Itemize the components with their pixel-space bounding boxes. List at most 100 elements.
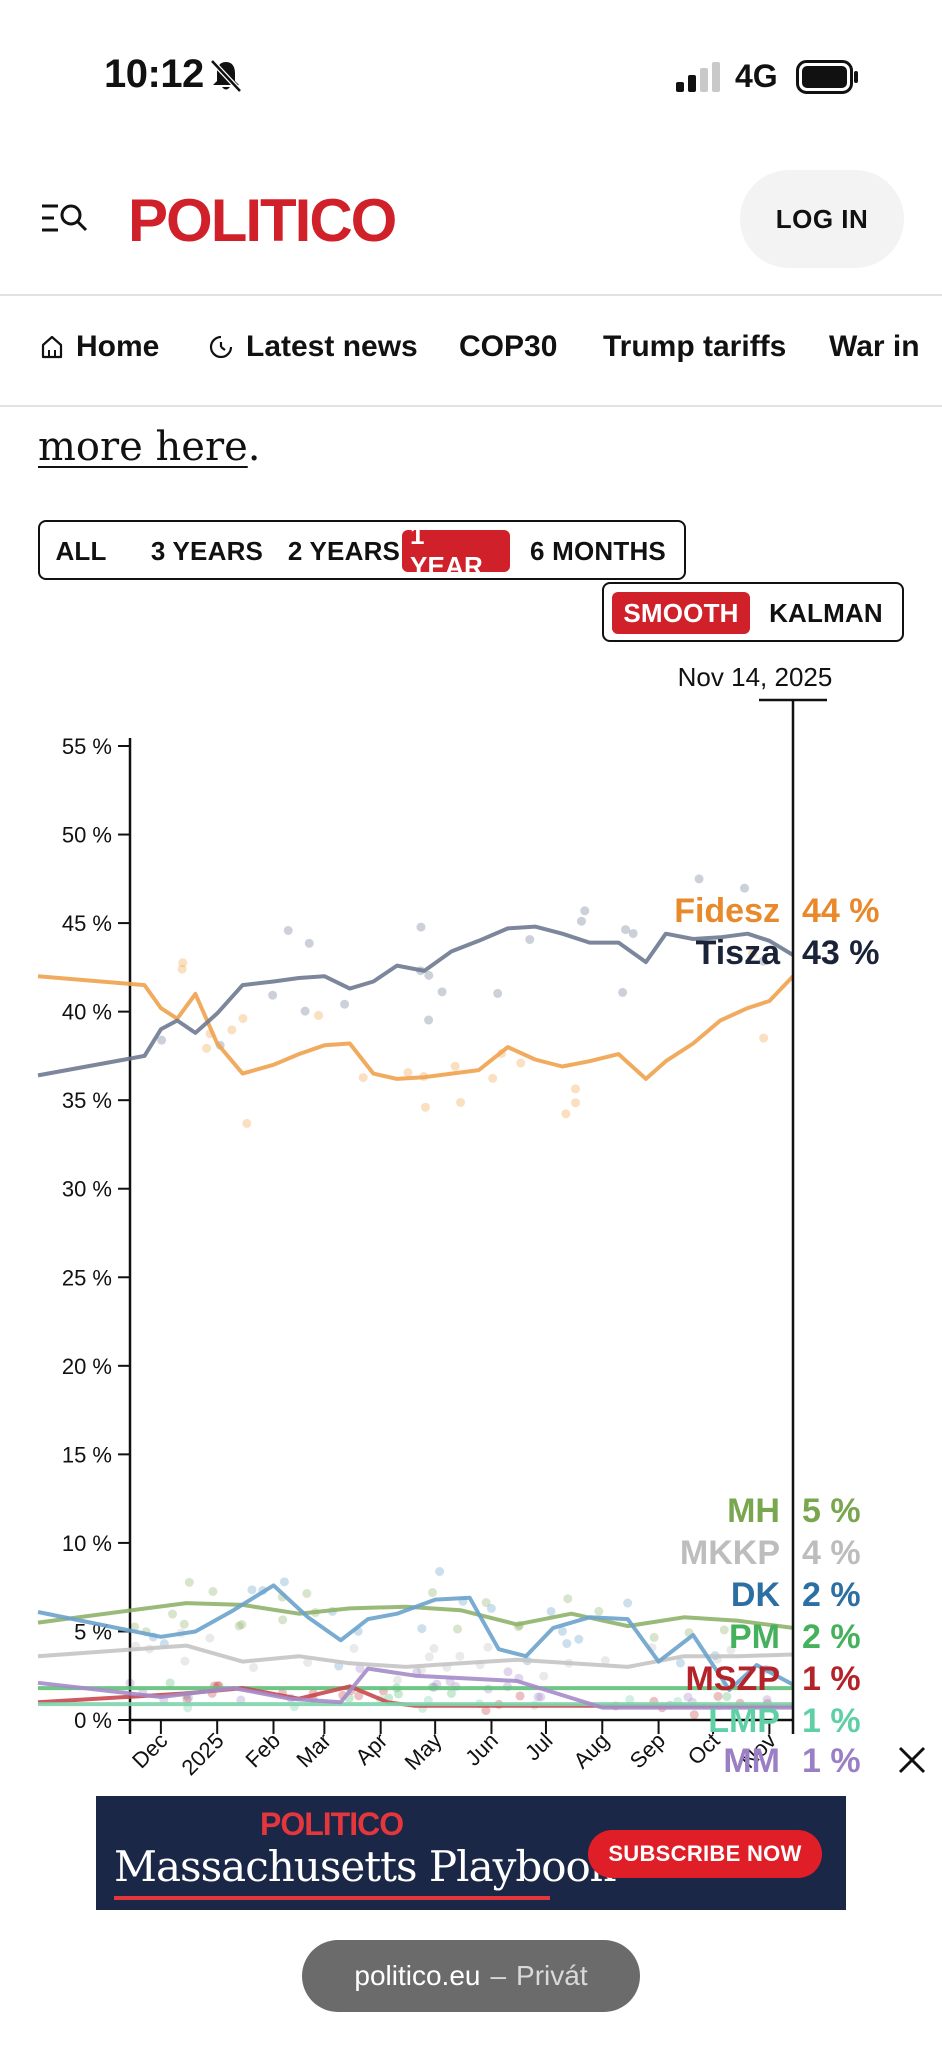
mode-kalman-button[interactable]: KALMAN	[769, 597, 883, 628]
poll-dot-dk	[562, 1639, 572, 1649]
y-tick-label: 10 %	[62, 1531, 112, 1556]
poll-dot-tisza	[304, 938, 314, 948]
poll-dot-fidesz	[571, 1098, 581, 1108]
poll-dot-dk	[557, 1626, 567, 1636]
range-6-months-button[interactable]: 6 MONTHS	[530, 535, 666, 566]
x-tick-label: 2025	[176, 1728, 228, 1780]
poll-dot-fidesz	[561, 1109, 571, 1119]
poll-dot-dk	[546, 1606, 556, 1616]
series-line-tisza	[37, 924, 795, 1078]
nav-item-latest-news[interactable]: Latest news	[208, 330, 418, 364]
series-name-label: MKKP	[680, 1534, 780, 1572]
series-value-label: 1 %	[802, 1702, 861, 1740]
ad-banner[interactable]: POLITICO Massachusetts Playbook SUBSCRIB…	[96, 1796, 846, 1910]
status-time: 10:12	[104, 52, 204, 96]
poll-dot-mszp	[713, 1691, 723, 1701]
nav-item-home[interactable]: Home	[40, 330, 159, 364]
x-tick-label: Aug	[568, 1728, 613, 1773]
poll-dot-dk	[486, 1603, 496, 1613]
poll-dot-dk	[417, 1624, 427, 1634]
poll-dot-tisza	[157, 1035, 167, 1045]
series-value-label: 1 %	[802, 1742, 861, 1780]
poll-dot-fidesz	[516, 1058, 526, 1068]
poll-dot-mkkp	[455, 1651, 465, 1661]
poll-chart: 0 % 5 % 10 % 15 % 20 % 25 % 30 % 35 % 40 % 45 % 50…	[0, 650, 942, 1800]
series-value-label: 5 %	[802, 1492, 861, 1530]
series-value-label: 2 %	[802, 1618, 861, 1656]
poll-dot-mkkp	[726, 1645, 736, 1655]
close-ad-icon[interactable]	[894, 1742, 930, 1778]
more-here-link[interactable]: more here	[38, 424, 248, 470]
poll-dot-fidesz	[748, 948, 758, 958]
poll-dot-fidesz	[227, 1025, 237, 1035]
url-domain: politico.eu	[354, 1960, 481, 1991]
mode-smooth-button[interactable]: SMOOTH	[612, 592, 750, 634]
range-1-year-button[interactable]: 1 YEAR	[402, 520, 510, 581]
poll-dot-mm	[355, 1663, 365, 1673]
time-range-selector: ALL 3 YEARS 2 YEARS 1 YEAR 6 MONTHS	[38, 520, 686, 581]
series-line-mm	[37, 1666, 793, 1710]
nav-item-trump-tariffs[interactable]: Trump tariffs	[603, 330, 786, 364]
poll-dot-mkkp	[424, 1652, 434, 1662]
nav-item-cop30[interactable]: COP30	[459, 330, 557, 364]
x-tick-label: Jul	[520, 1728, 558, 1766]
poll-dot-dk	[435, 1567, 445, 1577]
subscribe-now-button[interactable]: SUBSCRIBE NOW	[588, 1830, 822, 1878]
series-line-mkkp	[37, 1643, 794, 1669]
nav-label: Latest news	[246, 330, 418, 363]
poll-dot-tisza	[493, 988, 503, 998]
poll-dot-mh	[237, 1620, 247, 1630]
poll-dot-tisza	[621, 925, 631, 935]
y-tick-label: 25 %	[62, 1265, 112, 1290]
poll-dot-tisza	[268, 990, 278, 1000]
x-tick-label: Apr	[350, 1728, 392, 1770]
poll-dot-mszp	[354, 1691, 364, 1701]
series-value-label: 43 %	[802, 934, 880, 972]
battery-icon	[796, 60, 858, 94]
section-nav: Home Latest news COP30 Trump tariffs War…	[0, 330, 942, 376]
series-value-label: 2 %	[802, 1576, 861, 1614]
poll-dot-mh	[453, 1624, 463, 1634]
poll-dot-mm	[762, 1695, 772, 1705]
poll-dot-mkkp	[180, 1656, 190, 1666]
menu-search-icon[interactable]	[40, 198, 90, 238]
poll-dot-mh	[208, 1586, 218, 1596]
poll-dot-pm	[165, 1678, 175, 1688]
poll-dot-mszp	[481, 1706, 491, 1716]
x-tick-label: Feb	[241, 1728, 285, 1772]
smoothing-mode-selector: SMOOTH KALMAN	[602, 582, 904, 642]
ad-title: Massachusetts Playbook	[114, 1842, 615, 1891]
range-2-years-button[interactable]: 2 YEARS	[287, 535, 401, 566]
poll-dot-dk	[574, 1634, 584, 1644]
poll-dot-tisza	[740, 883, 750, 893]
poll-dot-mm	[536, 1692, 546, 1702]
poll-dot-pm	[446, 1688, 456, 1698]
poll-dot-dk	[675, 1658, 685, 1668]
poll-dot-mszp	[515, 1691, 525, 1701]
poll-dot-mkkp	[249, 1662, 259, 1672]
poll-dot-tisza	[340, 999, 350, 1009]
series-value-label: 1 %	[802, 1660, 861, 1698]
range-3-years-button[interactable]: 3 YEARS	[150, 535, 264, 566]
range-all-button[interactable]: ALL	[55, 535, 107, 566]
poll-dot-fidesz	[570, 1084, 580, 1094]
ad-title-underline	[114, 1896, 550, 1900]
login-button[interactable]: LOG IN	[740, 170, 904, 268]
poll-chart-svg: 0 % 5 % 10 % 15 % 20 % 25 % 30 % 35 % 40 % 45 % 50…	[37, 662, 880, 1780]
x-tick-label: Jun	[460, 1728, 503, 1771]
y-tick-label: 20 %	[62, 1354, 112, 1379]
poll-dot-mkkp	[600, 1656, 610, 1666]
politico-logo[interactable]: POLITICO	[128, 187, 397, 254]
poll-dot-mh	[179, 1619, 189, 1629]
poll-dot-mkkp	[349, 1643, 359, 1653]
series-name-label: PM	[729, 1618, 780, 1656]
nav-item-war-in[interactable]: War in	[829, 330, 920, 364]
poll-dot-fidesz	[358, 1073, 368, 1083]
poll-dot-mh	[302, 1589, 312, 1599]
poll-dot-mh	[481, 1598, 491, 1608]
poll-dot-mm	[533, 1692, 543, 1702]
ad-logo: POLITICO	[260, 1806, 404, 1842]
trailing-punct: .	[247, 424, 261, 470]
browser-url-bar[interactable]: politico.eu – Privát	[302, 1940, 640, 2012]
header-divider	[0, 294, 942, 296]
